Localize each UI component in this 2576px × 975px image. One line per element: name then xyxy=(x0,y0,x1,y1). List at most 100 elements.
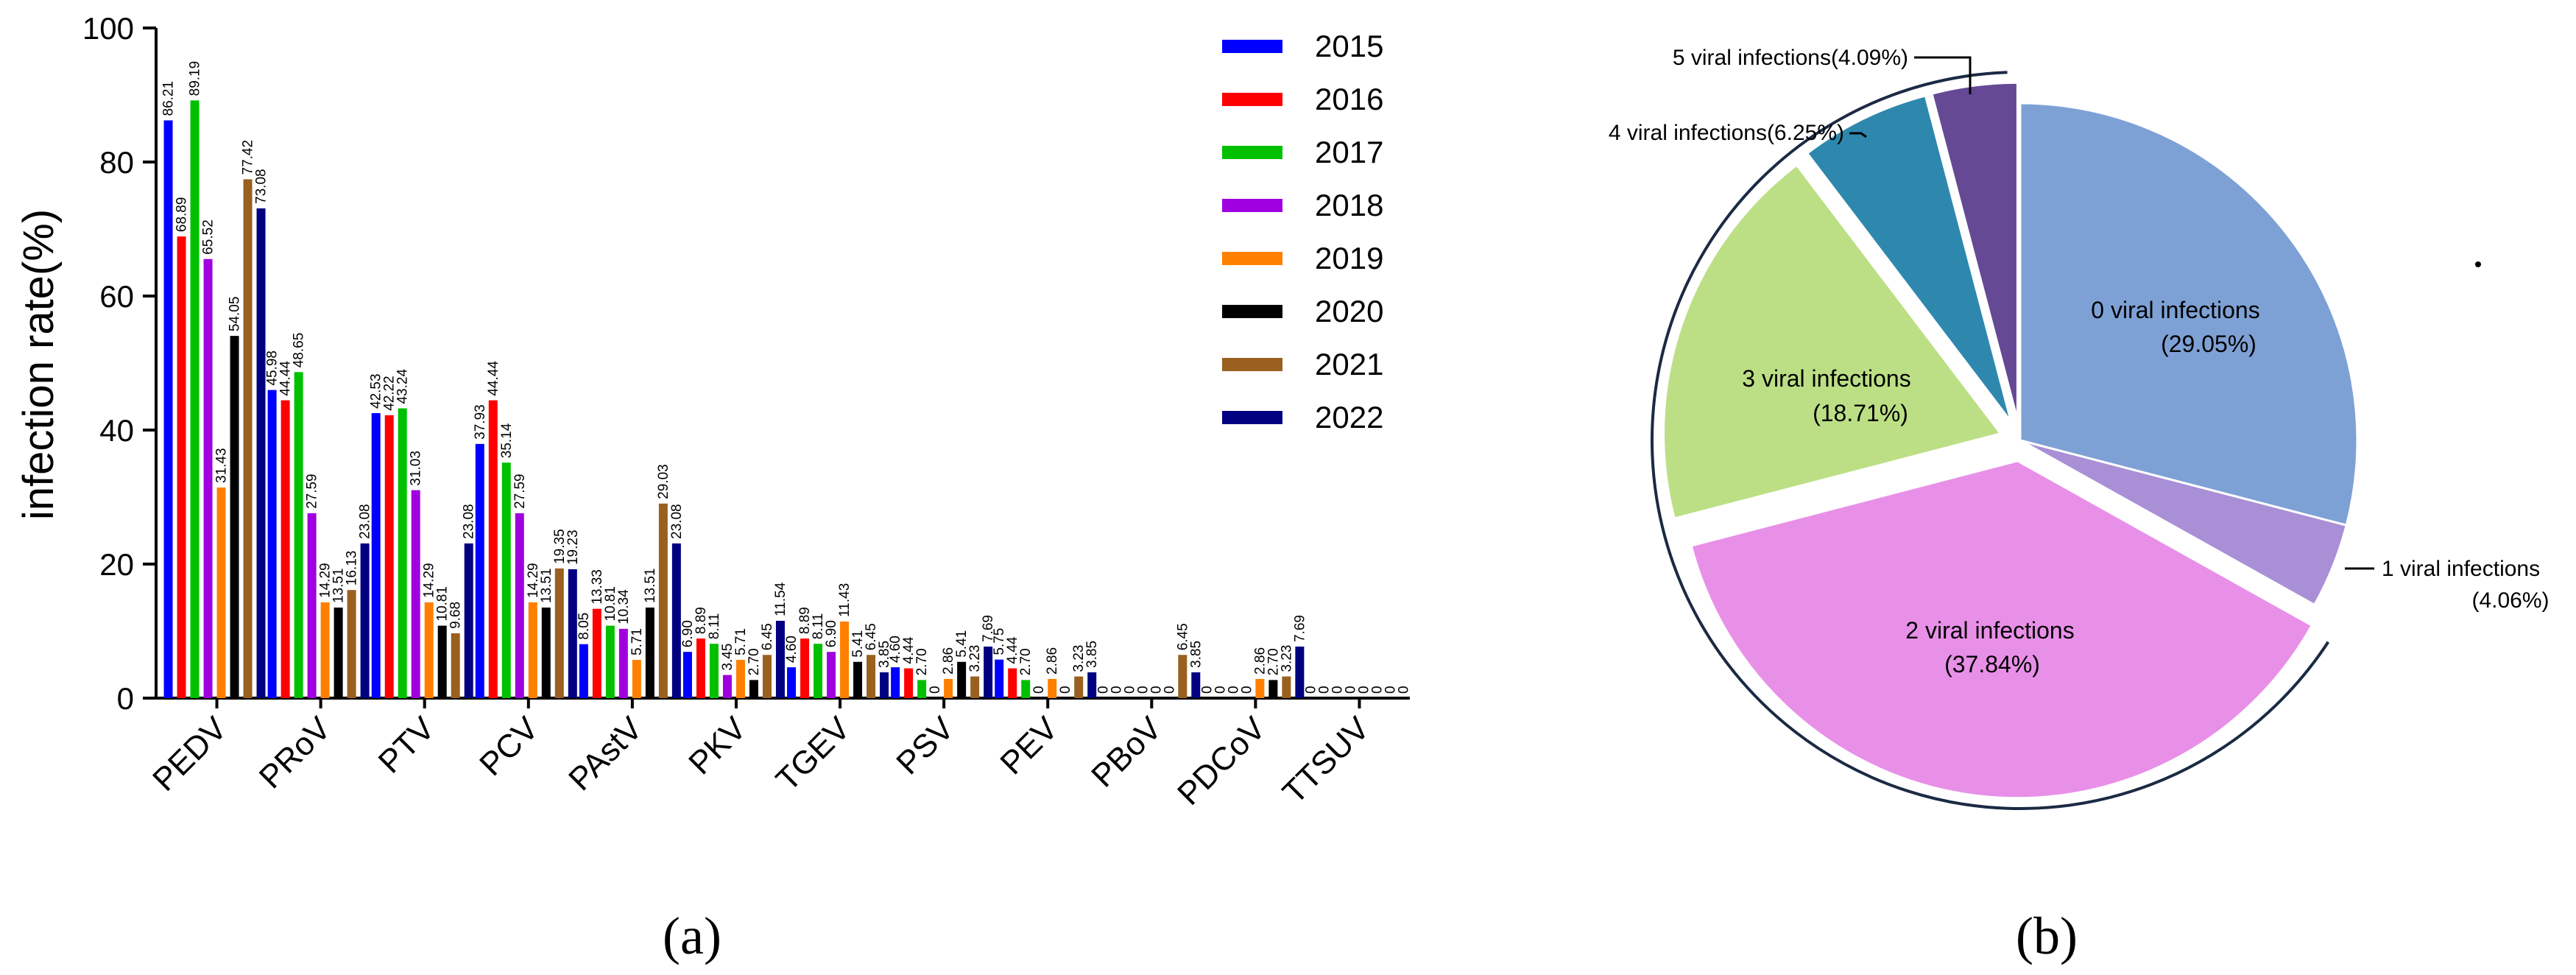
bar-PCV-2022 xyxy=(568,569,577,698)
bar-PRoV-2019 xyxy=(320,602,330,698)
bar-value-label: 5.41 xyxy=(850,630,866,658)
bar-PCV-2021 xyxy=(554,568,564,698)
slice-pct-2: (37.84%) xyxy=(1944,651,2040,677)
pie-slice-1 xyxy=(2019,439,2349,607)
bar-value-label: 0 xyxy=(1343,686,1358,694)
bar-value-label: 6.45 xyxy=(1175,623,1190,650)
bar-PCV-2015 xyxy=(475,443,484,698)
bar-PKV-2015 xyxy=(682,652,692,698)
slice-label-2: 2 viral infections xyxy=(1905,617,2074,644)
bar-PAstV-2019 xyxy=(632,660,641,698)
pie-slice-2 xyxy=(1690,460,2314,800)
x-tick-label: TGEV xyxy=(769,710,858,798)
slice-label-0: 0 viral infections xyxy=(2091,297,2259,323)
bar-PRoV-2016 xyxy=(280,400,290,698)
bar-value-label: 8.11 xyxy=(707,613,722,640)
panel-label-a: (a) xyxy=(663,907,721,965)
bar-value-label: 5.41 xyxy=(954,630,970,658)
bar-PEV-2021 xyxy=(1074,676,1084,698)
bar-PCV-2019 xyxy=(528,602,537,698)
bar-value-label: 0 xyxy=(1135,686,1151,694)
bar-PEDV-2019 xyxy=(216,487,226,698)
bar-PEDV-2020 xyxy=(230,336,239,698)
bar-PTV-2017 xyxy=(398,408,407,698)
bar-PRoV-2021 xyxy=(347,590,356,698)
bar-value-label: 6.45 xyxy=(760,623,775,650)
bar-value-label: 14.29 xyxy=(526,563,541,598)
bar-PKV-2021 xyxy=(762,655,772,698)
legend-swatch-2017 xyxy=(1222,146,1282,159)
bar-value-label: 10.81 xyxy=(435,586,451,622)
bar-PKV-2017 xyxy=(709,644,719,698)
bar-PTV-2018 xyxy=(411,490,420,698)
bar-PCV-2020 xyxy=(541,608,551,698)
bar-PCV-2017 xyxy=(501,462,511,698)
pie-slice-5 xyxy=(1930,81,2019,420)
legend-swatch-2018 xyxy=(1222,199,1282,212)
bar-value-label: 13.51 xyxy=(643,569,658,604)
bar-PKV-2018 xyxy=(722,675,732,698)
bar-value-label: 14.29 xyxy=(318,563,334,598)
bar-PSV-2022 xyxy=(984,647,993,698)
bar-PBoV-2022 xyxy=(1191,672,1201,698)
bar-PRoV-2018 xyxy=(307,513,317,698)
bar-value-label: 3.23 xyxy=(967,645,983,672)
bar-value-label: 42.53 xyxy=(369,373,384,409)
bar-PEV-2017 xyxy=(1021,680,1031,698)
bar-value-label: 0 xyxy=(1383,686,1398,694)
bar-PDCoV-2019 xyxy=(1255,678,1265,698)
bar-value-label: 2.70 xyxy=(747,648,762,675)
y-tick-label: 0 xyxy=(117,681,134,716)
bar-value-label: 0 xyxy=(1369,686,1385,694)
bar-value-label: 10.34 xyxy=(616,589,632,624)
bar-value-label: 8.05 xyxy=(576,613,592,640)
x-tick-label: TTSUV xyxy=(1276,710,1377,811)
x-tick-label: PBoV xyxy=(1084,710,1169,795)
bar-PEDV-2018 xyxy=(203,258,213,698)
bar-PBoV-2021 xyxy=(1178,655,1188,698)
legend-label-2017: 2017 xyxy=(1315,135,1383,169)
bar-PDCoV-2022 xyxy=(1295,647,1305,698)
bar-TGEV-2017 xyxy=(814,644,823,698)
pie-chart: 0 viral infections (29.05%) 2 viral infect… xyxy=(1609,46,2549,810)
bar-value-label: 7.69 xyxy=(1292,615,1308,642)
legend-label-2022: 2022 xyxy=(1315,400,1383,434)
x-tick-label: PEDV xyxy=(146,710,234,798)
bar-value-label: 0 xyxy=(1162,686,1177,694)
x-tick-label: PTV xyxy=(372,710,442,781)
slice-label-1: 1 viral infections xyxy=(2382,557,2540,581)
bar-value-label: 0 xyxy=(928,686,943,694)
y-tick-label: 60 xyxy=(99,279,134,314)
bar-value-label: 2.70 xyxy=(914,648,930,675)
bar-PEDV-2017 xyxy=(190,100,200,699)
legend-swatch-2022 xyxy=(1222,411,1282,424)
bar-PEDV-2016 xyxy=(177,236,186,698)
bar-value-label: 86.21 xyxy=(161,81,177,116)
bar-value-label: 42.22 xyxy=(382,376,398,411)
bar-PSV-2017 xyxy=(917,680,927,698)
bar-value-label: 19.23 xyxy=(565,529,581,565)
bar-TGEV-2016 xyxy=(800,638,810,698)
bar-value-label: 0 xyxy=(1109,686,1124,694)
legend-label-2018: 2018 xyxy=(1315,188,1383,222)
bar-value-label: 3.45 xyxy=(720,644,735,671)
legend-label-2020: 2020 xyxy=(1315,294,1383,328)
bar-PRoV-2022 xyxy=(360,543,370,698)
bar-value-label: 35.14 xyxy=(499,423,515,458)
x-tick-label: PRoV xyxy=(253,710,338,795)
x-tick-label: PAstV xyxy=(562,710,649,798)
bar-PEV-2019 xyxy=(1048,678,1057,698)
bar-value-label: 73.08 xyxy=(254,169,269,204)
bar-value-label: 6.45 xyxy=(864,623,879,650)
bar-value-label: 2.86 xyxy=(1252,647,1268,675)
bar-PDCoV-2021 xyxy=(1282,676,1291,698)
bar-value-label: 0 xyxy=(1148,686,1164,694)
panel-label-b: (b) xyxy=(2016,907,2078,965)
bar-value-label: 0 xyxy=(1330,686,1345,694)
bar-value-label: 2.86 xyxy=(941,647,956,675)
decorative-dot xyxy=(2475,261,2481,267)
bar-value-label: 0 xyxy=(1031,686,1047,694)
bar-value-label: 8.11 xyxy=(811,613,826,640)
slice-pct-0: (29.05%) xyxy=(2161,331,2256,357)
legend-swatch-2021 xyxy=(1222,358,1282,371)
